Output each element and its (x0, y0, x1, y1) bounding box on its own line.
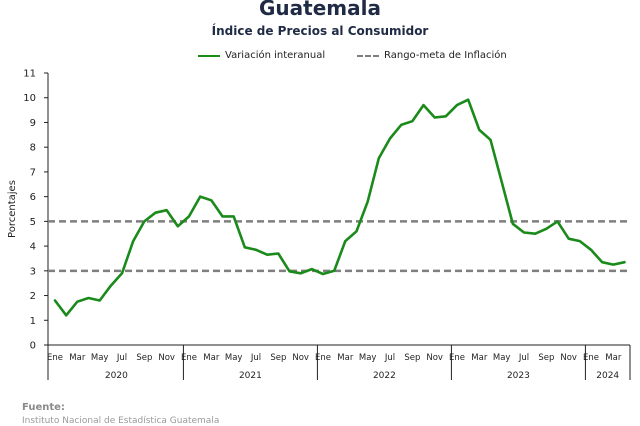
x-tick-label: Mar (471, 353, 488, 363)
series-line-variacion (53, 98, 626, 317)
y-tick-label: 0 (30, 341, 36, 352)
y-tick-label: 11 (23, 69, 36, 80)
chart-subtitle: Índice de Precios al Consumidor (211, 24, 429, 38)
legend-item-rango-meta: Rango-meta de Inflación (357, 50, 507, 61)
x-year-label: 2024 (596, 371, 619, 381)
y-tick-label: 5 (30, 217, 36, 228)
chart-title: Guatemala (259, 0, 381, 20)
x-tick-label: Mar (605, 353, 622, 363)
x-tick-label: Jul (116, 353, 127, 363)
source-label: Fuente: (22, 402, 65, 413)
x-tick-label: Jul (384, 353, 395, 363)
x-tick-label: Jul (518, 353, 529, 363)
x-tick-label: Ene (315, 353, 331, 363)
x-tick-label: Ene (47, 353, 63, 363)
x-tick-label: Mar (203, 353, 220, 363)
x-year-label: 2020 (105, 371, 128, 381)
x-tick-label: Nov (426, 353, 443, 363)
x-tick-label: May (225, 353, 243, 363)
x-tick-label: Nov (292, 353, 309, 363)
x-tick-label: Jul (250, 353, 261, 363)
x-tick-label: Mar (69, 353, 86, 363)
y-axis-title: Porcentajes (7, 180, 18, 238)
x-tick-label: Nov (158, 353, 175, 363)
y-tick-label: 3 (30, 266, 36, 277)
x-tick-label: Ene (181, 353, 197, 363)
x-tick-label: Ene (449, 353, 465, 363)
x-tick-label: Nov (560, 353, 577, 363)
legend-label-rango-meta: Rango-meta de Inflación (384, 50, 507, 61)
y-tick-label: 8 (30, 143, 36, 154)
y-tick-label: 2 (30, 291, 36, 302)
x-tick-label: Sep (270, 353, 286, 363)
x-tick-label: Sep (538, 353, 554, 363)
x-year-label: 2022 (373, 371, 396, 381)
legend: Variación interanual Rango-meta de Infla… (0, 50, 640, 66)
x-tick-label: Sep (136, 353, 152, 363)
y-tick-label: 9 (30, 118, 36, 129)
y-tick-label: 10 (23, 93, 36, 104)
legend-swatch-solid-line (198, 54, 220, 57)
y-tick-label: 4 (30, 242, 36, 253)
y-tick-label: 7 (30, 167, 36, 178)
y-tick-label: 6 (30, 192, 36, 203)
x-tick-label: May (493, 353, 511, 363)
y-tick-label: 1 (30, 316, 36, 327)
legend-swatch-dashed-line (357, 54, 379, 57)
source-detail: Instituto Nacional de Estadística Guatem… (22, 416, 220, 426)
legend-item-variacion: Variación interanual (198, 50, 325, 61)
x-tick-label: Sep (404, 353, 420, 363)
x-tick-label: Mar (337, 353, 354, 363)
x-tick-label: May (91, 353, 109, 363)
x-tick-label: May (359, 353, 377, 363)
x-year-label: 2023 (507, 371, 530, 381)
x-tick-label: Ene (583, 353, 599, 363)
legend-label-variacion: Variación interanual (225, 50, 326, 61)
x-year-label: 2021 (239, 371, 262, 381)
